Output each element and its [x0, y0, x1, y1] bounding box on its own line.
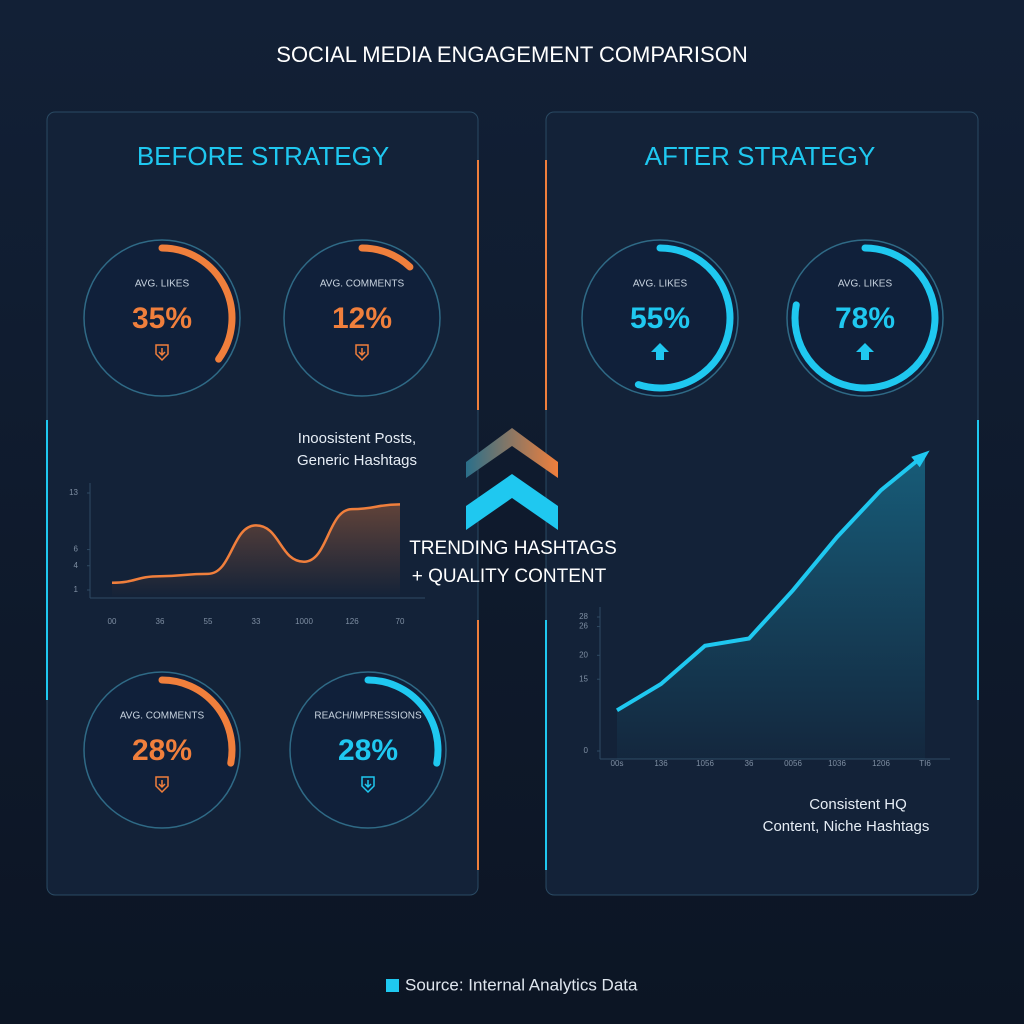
x-tick-label: 33 — [252, 617, 261, 626]
before-note: Generic Hashtags — [297, 452, 417, 469]
y-tick-label: 4 — [74, 561, 79, 570]
after-note: Consistent HQ — [809, 796, 907, 813]
y-tick-label: 0 — [584, 746, 589, 755]
source: Source: Internal Analytics Data — [405, 975, 638, 994]
x-tick-label: 136 — [654, 759, 668, 768]
gauge-arc — [358, 244, 414, 271]
x-tick-label: 36 — [745, 759, 754, 768]
x-tick-label: 1206 — [872, 759, 890, 768]
gauge-value: 35% — [132, 302, 192, 335]
x-tick-label: 1056 — [696, 759, 714, 768]
y-tick-label: 15 — [579, 674, 588, 683]
before-note: Inoosistent Posts, — [298, 430, 416, 447]
x-tick-label: TI6 — [919, 759, 931, 768]
gauge-arc — [634, 244, 734, 392]
trend-icon — [155, 344, 169, 362]
gauge-value: 78% — [835, 302, 895, 335]
x-tick-label: 00 — [108, 617, 117, 626]
line — [111, 503, 401, 584]
trend-icon — [361, 776, 375, 794]
line — [615, 452, 927, 713]
gauge-arc — [791, 244, 939, 392]
center-text: TRENDING HASHTAGS — [409, 538, 617, 559]
gauge-ring — [786, 239, 944, 397]
x-tick-label: 36 — [156, 617, 165, 626]
x-tick-label: 126 — [345, 617, 359, 626]
trend-icon — [651, 343, 669, 360]
y-tick-label: 26 — [579, 622, 588, 631]
gauge-arc — [158, 676, 236, 767]
line-area — [112, 504, 400, 598]
line-area — [617, 454, 925, 759]
gauge-arc — [364, 676, 442, 767]
chevron — [466, 474, 558, 530]
y-tick-label: 6 — [74, 545, 79, 554]
after-heading: AFTER STRATEGY — [645, 141, 876, 171]
gauge-value: 12% — [332, 302, 392, 335]
gauge-label: AVG. LIKES — [633, 279, 688, 290]
y-tick-label: 1 — [74, 585, 79, 594]
y-tick-label: 28 — [579, 612, 588, 621]
x-tick-label: 0056 — [784, 759, 802, 768]
gauge-ring — [83, 239, 241, 397]
after-note: Content, Niche Hashtags — [763, 818, 930, 835]
trend-icon — [155, 776, 169, 794]
gauge-label: AVG. COMMENTS — [120, 711, 205, 722]
gauge-value: 55% — [630, 302, 690, 335]
gauge-arc — [158, 244, 236, 363]
gauge-value: 28% — [132, 734, 192, 767]
y-tick-label: 13 — [69, 488, 78, 497]
gauge-ring — [581, 239, 739, 397]
trend-icon — [856, 343, 874, 360]
gauge-label: AVG. LIKES — [838, 279, 893, 290]
gauge-label: REACH/IMPRESSIONS — [314, 711, 422, 722]
x-tick-label: 70 — [396, 617, 405, 626]
center-text: + QUALITY CONTENT — [412, 566, 607, 587]
y-tick-label: 20 — [579, 650, 588, 659]
gauge-ring — [283, 239, 441, 397]
source-square — [386, 979, 399, 992]
title: SOCIAL MEDIA ENGAGEMENT COMPARISON — [276, 42, 747, 67]
before-heading: BEFORE STRATEGY — [137, 141, 389, 171]
x-tick-label: 00s — [611, 759, 624, 768]
gauge-ring — [83, 671, 241, 829]
gauge-value: 28% — [338, 734, 398, 767]
x-tick-label: 55 — [204, 617, 213, 626]
gauge-label: AVG. LIKES — [135, 279, 190, 290]
gauge-ring — [289, 671, 447, 829]
x-tick-label: 1036 — [828, 759, 846, 768]
trend-icon — [355, 344, 369, 362]
gauge-label: AVG. COMMENTS — [320, 279, 405, 290]
arrow-head — [911, 450, 930, 468]
chevron — [466, 428, 558, 478]
x-tick-label: 1000 — [295, 617, 313, 626]
